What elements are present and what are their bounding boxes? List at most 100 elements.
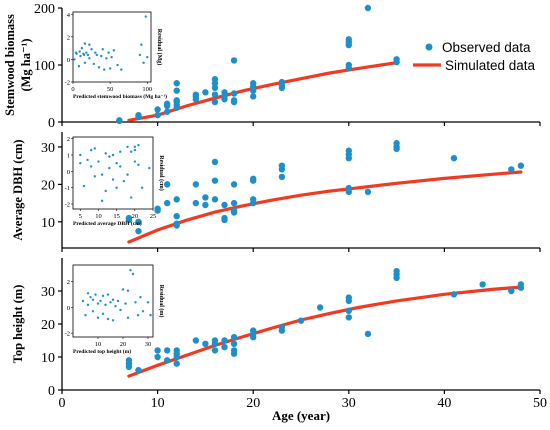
observed-point [278,162,286,169]
residual-point [101,48,104,51]
residual-point [82,184,86,188]
inset-y-tick-label: 2 [67,136,70,143]
y-tick-label: 20 [41,178,55,193]
residual-point [126,289,130,292]
inset-y-tick-label: -1 [65,185,70,192]
observed-point [163,357,171,364]
inset-y-tick-label: -2 [65,331,70,338]
observed-point [508,166,515,173]
residual-point [140,43,143,46]
residual-point [131,272,135,276]
x-tick-label: 40 [437,396,451,411]
observed-point [230,57,238,64]
residual-point [140,186,144,189]
inset-x-tick-label: 5 [79,213,82,220]
residual-point [82,53,86,57]
observed-point [221,89,228,96]
inset-x-tick-label: 100 [142,86,152,93]
observed-point [230,97,238,104]
residual-point [86,303,90,307]
inset-y-label: Residual (cm) [158,155,165,191]
inset-x-label: Predicted stemwood biomass (Mg ha⁻¹) [73,93,167,100]
residual-point [100,173,104,176]
observed-point [173,196,180,203]
residual-point [108,155,111,158]
residual-point [148,166,151,170]
residual-inset: -2 0 2 10 20 30 Predicted top height (m) Residu… [65,264,165,355]
residual-point [104,303,107,307]
observed-point [230,199,238,207]
residual-point [110,55,113,59]
residual-point [144,15,147,18]
residual-point [96,302,100,305]
residual-point [75,52,78,55]
residual-point [93,175,97,178]
observed-point [316,304,324,311]
observed-point [250,175,257,182]
observed-point [230,334,238,341]
inset-x-tick-label: 30 [145,341,152,348]
residual-point [121,288,125,291]
observed-point [192,91,200,98]
inset-frame [72,264,154,338]
observed-point [393,268,400,275]
observed-point [278,78,286,86]
observed-point [517,281,525,288]
residual-point [101,312,105,316]
y-tick-label: 0 [48,384,55,399]
residual-point [73,58,76,61]
residual-point [86,158,89,162]
observed-point [135,111,142,119]
panel-3: 0 10 20 30 Top height (m) -2 0 2 10 20 30 Predicted… [11,258,541,399]
inset-x-tick-label: 20 [120,341,127,348]
observed-point [297,317,305,324]
residual-point [109,301,112,304]
residual-point [133,160,137,163]
observed-point [163,181,171,188]
observed-point [173,87,180,94]
observed-point [278,173,286,181]
residual-point [138,53,142,57]
observed-point [479,281,486,288]
legend-simulated-label: Simulated data [445,58,536,73]
y-axis-label: Top height (m) [11,285,25,364]
y-tick-label: 10 [41,351,55,366]
residual-point [104,189,107,193]
residual-point [119,308,122,312]
residual-point [111,319,115,322]
observed-point [211,84,219,92]
residual-point [116,299,120,303]
residual-point [77,64,81,68]
inset-frame [72,136,154,210]
observed-point [211,347,219,354]
observed-point [202,89,209,96]
residual-point [83,42,87,45]
residual-point [146,55,149,59]
residual-point [86,53,90,57]
observed-point [393,140,400,147]
observed-point [345,61,352,69]
x-tick-label: 10 [151,396,165,411]
residual-point [149,313,152,317]
observed-point [202,194,209,201]
residual-point [146,301,150,304]
inset-y-tick-label: 0 [67,57,70,64]
residual-point [91,310,95,313]
residual-point [80,46,84,50]
residual-point [91,298,95,301]
observed-point [345,294,352,301]
observed-point [250,93,257,100]
y-tick-label: 30 [41,141,55,156]
residual-point [100,199,104,203]
observed-point [135,227,142,235]
observed-point [163,100,171,107]
residual-point [136,313,140,317]
observed-point [250,327,257,334]
observed-point [345,36,352,43]
observed-point [345,314,352,321]
residual-point [94,51,97,54]
y-axis-label: Stemwood biomass [3,14,17,116]
residual-point [81,299,85,303]
